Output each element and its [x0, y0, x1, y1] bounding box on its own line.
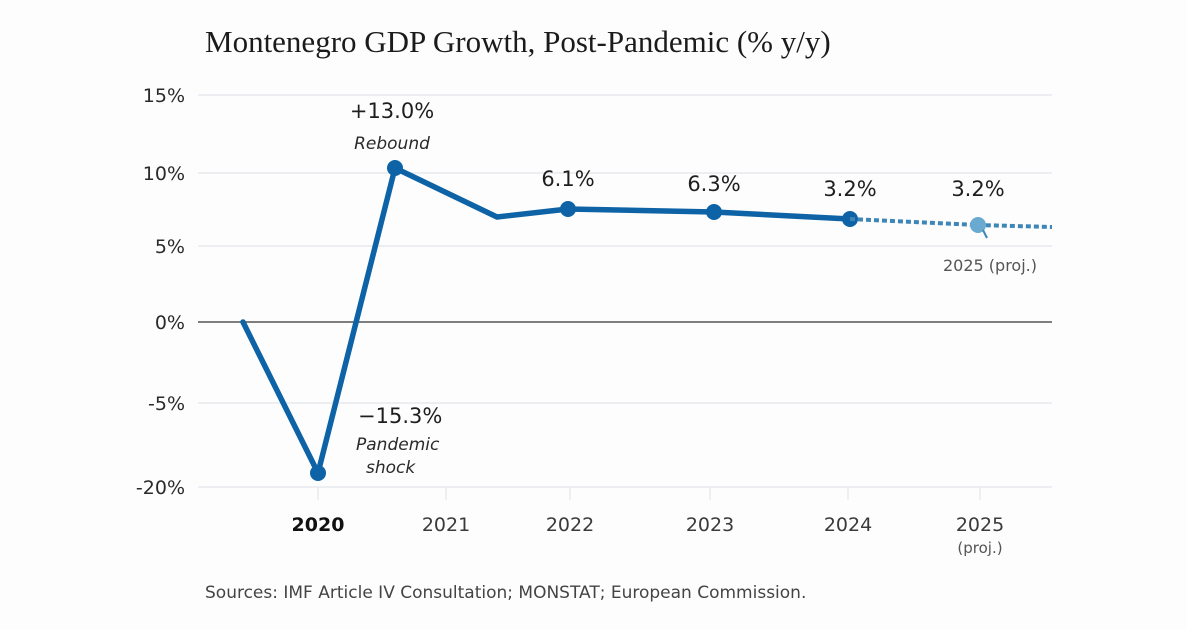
y-tick-label: 10%	[143, 163, 185, 185]
series-lines	[240, 160, 1053, 481]
data-point-2022	[560, 201, 576, 217]
projection-leader-line	[982, 229, 988, 239]
x-tick-label: 2025	[956, 514, 1004, 536]
data-label-2021: +13.0%	[350, 99, 434, 123]
x-tick-label: 2022	[546, 514, 594, 536]
x-tick-label: 2023	[686, 514, 734, 536]
data-point-2021	[387, 160, 403, 176]
data-point-2023	[706, 204, 722, 220]
x-tick-label: 2021	[422, 514, 470, 536]
chart-title: Montenegro GDP Growth, Post-Pandemic (% …	[205, 24, 831, 59]
annotation-projection: 2025 (proj.)	[943, 256, 1037, 275]
x-tick-label: 2020	[292, 514, 345, 536]
actual-line	[240, 165, 853, 476]
x-tick-label: 2024	[824, 514, 872, 536]
source-note: Sources: IMF Article IV Consultation; MO…	[205, 583, 806, 603]
x-tick-sublabel: (proj.)	[957, 539, 1002, 557]
gridlines	[198, 94, 1052, 488]
data-label-2024: 3.2%	[823, 177, 876, 201]
data-point-2020	[310, 465, 326, 481]
data-label-2025: 3.2%	[951, 177, 1004, 201]
y-tick-label: -20%	[136, 477, 185, 499]
annotation-shock: shock	[366, 458, 416, 478]
y-axis-ticks: 15% 10% 5% 0% -5% -20%	[136, 85, 185, 499]
data-labels: −15.3% Pandemic shock +13.0% Rebound 6.1% 6.3%…	[350, 99, 1037, 478]
data-point-2025	[970, 217, 986, 233]
x-axis-ticks: 2020 2021 2022 2023 2024 2025 (proj.)	[292, 487, 1004, 557]
data-label-2020: −15.3%	[358, 404, 442, 428]
annotation-rebound: Rebound	[354, 134, 430, 154]
y-tick-label: -5%	[148, 393, 185, 415]
y-tick-label: 5%	[155, 236, 185, 258]
annotation-pandemic: Pandemic	[356, 435, 440, 455]
y-tick-label: 15%	[143, 85, 185, 107]
projection-line	[849, 217, 1053, 229]
y-tick-label: 0%	[155, 312, 185, 334]
data-label-2023: 6.3%	[687, 172, 740, 196]
data-label-2022: 6.1%	[541, 167, 594, 191]
